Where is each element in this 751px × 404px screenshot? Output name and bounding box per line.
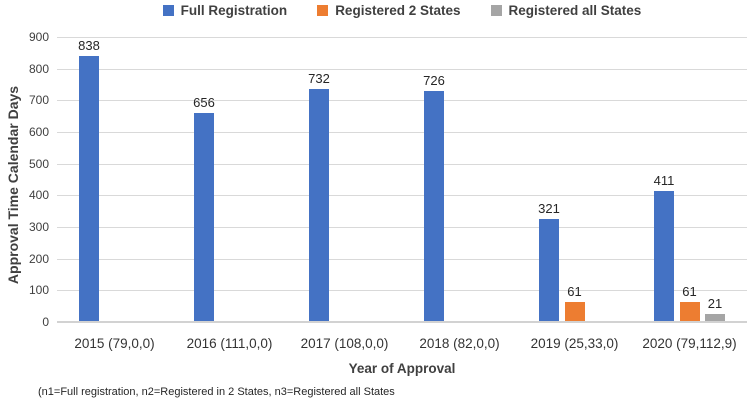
legend-item: Registered all States xyxy=(490,3,642,18)
gridline xyxy=(57,290,747,292)
gridline xyxy=(57,132,747,133)
y-tick-label: 0 xyxy=(42,315,49,329)
legend-swatch xyxy=(490,5,502,16)
legend-swatch xyxy=(317,5,329,16)
x-category-label: 2020 (79,112,9) xyxy=(642,336,737,351)
gridline xyxy=(57,195,747,197)
bar-value-label: 61 xyxy=(567,283,582,299)
bar xyxy=(564,301,585,321)
legend-label: Registered all States xyxy=(508,3,642,18)
y-tick-label: 600 xyxy=(28,125,49,139)
gridline xyxy=(57,37,747,38)
bar-value-label: 726 xyxy=(423,73,445,89)
x-category-label: 2018 (82,0,0) xyxy=(419,336,500,351)
legend-swatch xyxy=(162,5,174,16)
bar-value-label: 321 xyxy=(538,201,560,217)
legend-label: Full Registration xyxy=(180,3,288,18)
plot-area: 838 656 732 726 321 61 411 61 21 xyxy=(57,37,747,323)
bar xyxy=(309,89,329,321)
bar-value-label: 656 xyxy=(193,95,215,111)
bar xyxy=(539,219,559,321)
y-tick-label: 800 xyxy=(28,61,49,76)
chart-footnote: (n1=Full registration, n2=Registered in … xyxy=(38,386,395,398)
gridline xyxy=(57,163,747,165)
legend-item: Full Registration xyxy=(162,3,288,18)
bar xyxy=(679,301,700,321)
y-tick-label: 700 xyxy=(28,93,49,108)
legend-item: Registered 2 States xyxy=(317,3,461,18)
x-axis-line xyxy=(57,321,747,323)
bar-value-label: 411 xyxy=(653,172,675,188)
x-category-label: 2015 (79,0,0) xyxy=(74,336,155,351)
bar-value-label: 732 xyxy=(308,71,330,87)
y-tick-label: 200 xyxy=(28,251,49,266)
bar-value-label: 838 xyxy=(78,37,100,53)
y-axis-tick-labels: 0 100 200 300 400 500 600 700 800 900 xyxy=(0,0,49,404)
y-tick-label: 900 xyxy=(28,30,49,44)
x-category-label: 2017 (108,0,0) xyxy=(300,336,389,351)
gridline xyxy=(57,258,747,260)
bar xyxy=(79,55,99,321)
y-tick-label: 100 xyxy=(28,283,49,298)
legend-label: Registered 2 States xyxy=(335,3,461,18)
y-tick-label: 400 xyxy=(28,188,49,203)
y-tick-label: 500 xyxy=(28,156,49,171)
bar xyxy=(705,314,725,321)
x-category-label: 2016 (111,0,0) xyxy=(186,336,273,351)
y-tick-label: 300 xyxy=(28,220,49,234)
chart-legend: Full Registration Registered 2 States Regi… xyxy=(57,3,747,18)
bar xyxy=(654,190,674,321)
bar-value-label: 21 xyxy=(707,296,723,312)
gridline xyxy=(57,227,747,228)
gridline xyxy=(57,100,747,102)
bar xyxy=(194,113,214,321)
x-axis-title: Year of Approval xyxy=(348,361,456,376)
bar xyxy=(424,91,444,321)
bar-value-label: 61 xyxy=(682,283,697,299)
x-category-label: 2019 (25,33,0) xyxy=(530,336,619,351)
gridline xyxy=(57,68,747,70)
